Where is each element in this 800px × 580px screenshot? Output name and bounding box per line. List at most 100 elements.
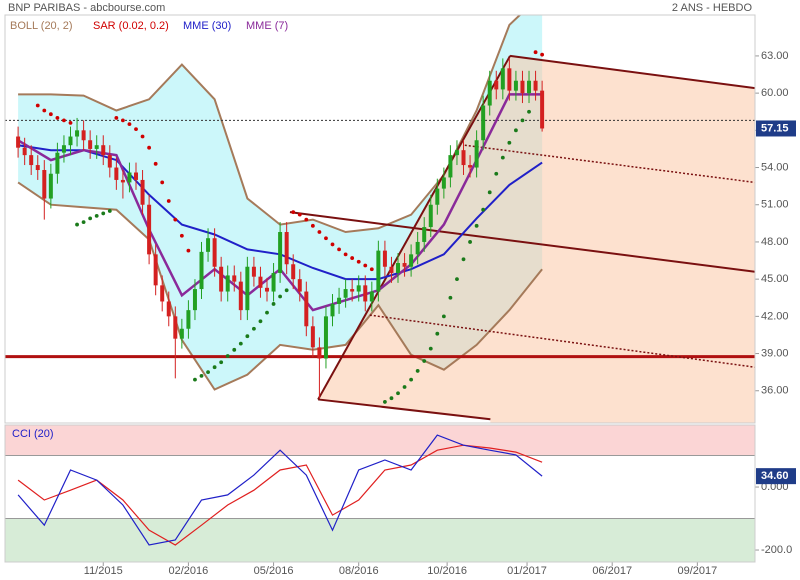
candle-body xyxy=(428,204,433,228)
candle-body xyxy=(238,281,243,311)
candle-body xyxy=(75,130,80,137)
chart-subtitle: 2 ANS - HEBDO xyxy=(672,2,753,14)
candle-body xyxy=(310,326,315,348)
candle-body xyxy=(206,238,211,252)
cci-lower-zone xyxy=(5,518,755,562)
y-tick-label: 60.00 xyxy=(761,87,789,99)
sar-dot xyxy=(350,256,355,260)
legend-item: MME (30) xyxy=(183,20,231,32)
sar-dot xyxy=(487,190,492,195)
candle-body xyxy=(527,80,532,94)
candle-body xyxy=(323,316,328,359)
sar-dot xyxy=(343,252,348,257)
candle-body xyxy=(356,285,361,292)
x-tick-label: 05/2016 xyxy=(254,565,294,577)
sar-dot xyxy=(101,211,106,216)
sar-dot xyxy=(114,116,119,120)
candle-body xyxy=(16,136,21,148)
y-tick-label: 51.00 xyxy=(761,199,789,211)
cci-upper-zone xyxy=(5,425,755,456)
sar-dot xyxy=(441,314,446,319)
main-frame xyxy=(4,14,756,424)
main-panel xyxy=(5,15,755,423)
pitchfork-fill xyxy=(318,55,755,423)
sar-dot xyxy=(324,236,328,241)
candle-body xyxy=(88,140,93,149)
candle-body xyxy=(297,279,302,292)
candle-body xyxy=(140,179,145,205)
y-tick-label: 39.00 xyxy=(761,347,789,359)
x-tick-label: 02/2016 xyxy=(169,565,209,577)
candle-body xyxy=(487,80,492,106)
sar-dot xyxy=(199,373,204,378)
candle-body xyxy=(94,145,99,149)
sar-dot xyxy=(415,369,420,373)
cci-frame xyxy=(4,424,756,563)
candle-body xyxy=(192,289,197,311)
sar-dot xyxy=(186,248,191,253)
legend-item: SAR (0.02, 0.2) xyxy=(93,20,169,32)
candle-body xyxy=(186,310,191,329)
candle-body xyxy=(166,301,171,317)
bollinger-lower xyxy=(17,181,543,391)
sar-dot xyxy=(396,391,400,396)
cci-panel xyxy=(5,425,755,562)
y-tick-label: 45.00 xyxy=(761,273,789,285)
y-tick-label: 63.00 xyxy=(761,50,789,62)
candle-body xyxy=(494,80,499,90)
candle-body xyxy=(258,276,263,288)
sar-dot xyxy=(121,118,125,123)
sar-dot xyxy=(494,171,499,176)
sar-dot xyxy=(448,295,453,300)
candle-body xyxy=(304,291,309,327)
sar-dot xyxy=(422,359,427,363)
sar-dot xyxy=(94,213,99,218)
candle-body xyxy=(120,179,125,183)
sar-dot xyxy=(140,134,145,139)
candle-body xyxy=(245,266,250,311)
candle-body xyxy=(369,291,374,302)
x-tick-label: 08/2016 xyxy=(339,565,379,577)
candle-body xyxy=(481,105,486,141)
x-tick-label: 11/2015 xyxy=(84,565,123,577)
chart-title: BNP PARIBAS - abcbourse.com xyxy=(8,2,165,14)
sar-dot xyxy=(363,263,368,268)
candle-body xyxy=(48,173,53,199)
sar-dot xyxy=(533,50,538,55)
candle-body xyxy=(271,272,276,292)
candle-body xyxy=(101,145,106,156)
sar-dot xyxy=(212,365,217,370)
candle-body xyxy=(134,172,139,180)
sar-dot xyxy=(62,118,66,123)
y-tick-label: 36.00 xyxy=(761,385,789,397)
sar-dot xyxy=(35,103,40,108)
sar-dot xyxy=(284,288,289,293)
candle-body xyxy=(343,289,348,298)
cci-line xyxy=(17,434,543,546)
candle-body xyxy=(114,167,119,180)
candle-body xyxy=(55,152,60,174)
sar-dot xyxy=(507,140,512,145)
sar-dot xyxy=(271,302,276,306)
trend-line xyxy=(317,398,491,421)
candle-body xyxy=(540,90,545,129)
sar-dot xyxy=(540,52,545,57)
candle-body xyxy=(265,287,270,292)
candle-body xyxy=(376,250,381,292)
sar-dot xyxy=(481,207,486,212)
sar-dot xyxy=(435,331,440,336)
sar-dot xyxy=(514,128,518,133)
candle-body xyxy=(520,80,525,94)
sar-dot xyxy=(55,116,60,120)
candle-body xyxy=(173,316,178,339)
candle-body xyxy=(68,136,73,146)
sar-dot xyxy=(369,267,374,272)
candle-body xyxy=(350,289,355,292)
axes: 36.0039.0042.0045.0048.0051.0054.0057.00… xyxy=(10,20,796,577)
candle-body xyxy=(251,266,256,277)
sar-dot xyxy=(337,247,341,252)
sar-dot xyxy=(238,341,243,346)
sar-dot xyxy=(461,257,466,262)
trend-line xyxy=(464,144,755,184)
x-tick-label: 09/2017 xyxy=(677,565,717,577)
